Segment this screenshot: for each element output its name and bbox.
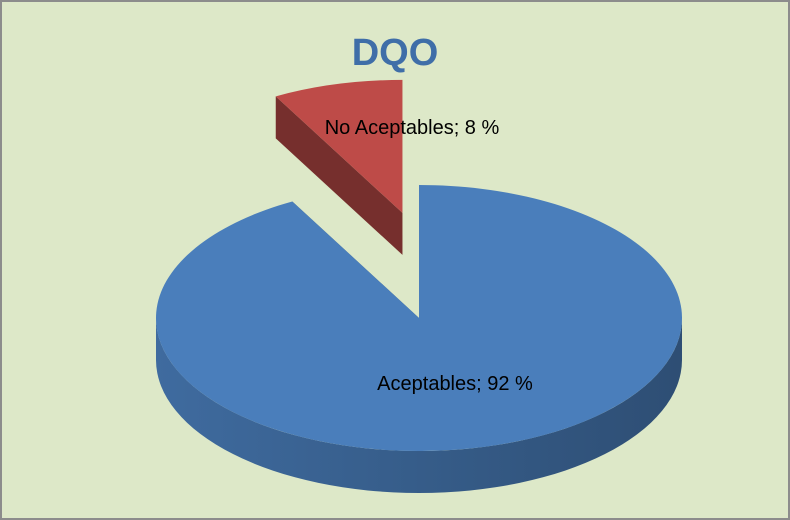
- slice-top: [155, 185, 682, 452]
- data-label-aceptables: Aceptables; 92 %: [377, 373, 533, 395]
- slice-wall: [275, 96, 403, 255]
- chart-title: DQO: [351, 32, 439, 74]
- pie-slice-aceptables: [155, 185, 682, 493]
- slice-top: [275, 79, 403, 213]
- pie-slice-no-aceptables: [275, 79, 403, 255]
- slice-rim: [156, 318, 682, 493]
- data-label-no-aceptables: No Aceptables; 8 %: [325, 117, 500, 139]
